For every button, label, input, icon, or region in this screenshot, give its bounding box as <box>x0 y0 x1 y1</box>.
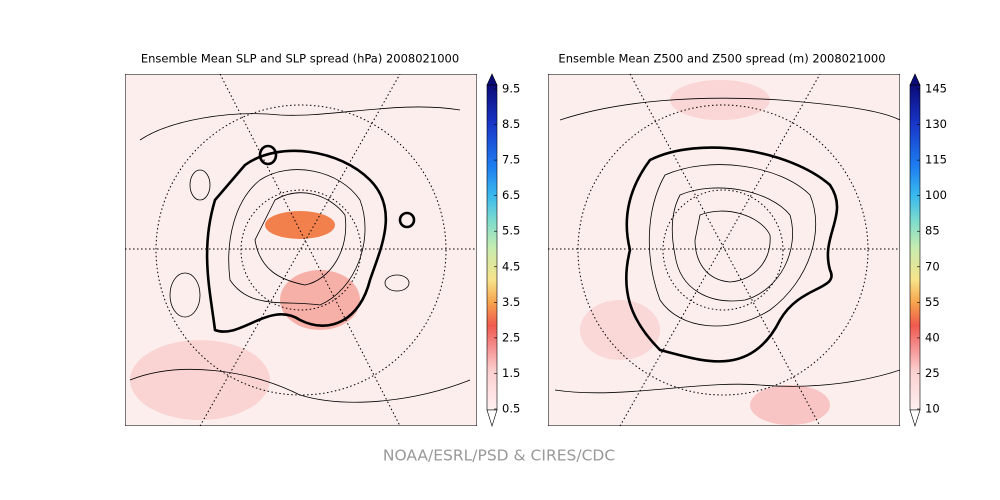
colorbar-tick-label: 55 <box>925 295 940 309</box>
panel-title: Ensemble Mean Z500 and Z500 spread (m) 2… <box>558 52 885 66</box>
colorbar-tick-label: 70 <box>925 259 940 273</box>
colorbar-tick-label: 3.5 <box>502 295 520 309</box>
colorbar-tick-label: 1.5 <box>502 366 520 380</box>
colorbar-tick-label: 9.5 <box>502 82 520 96</box>
colorbar-left <box>486 73 498 428</box>
colorbar-tick-label: 6.5 <box>502 188 520 202</box>
colorbar-tick-label: 25 <box>925 366 940 380</box>
map-right <box>548 74 900 426</box>
colorbar-ticks: 0.5 1.5 2.5 3.5 4.5 5.5 6.5 7.5 8.5 9.5 10 25 40 55 70… <box>494 82 947 416</box>
credit: NOAA/ESRL/PSD & CIRES/CDC <box>383 447 615 465</box>
colorbar-tick-label: 4.5 <box>502 259 520 273</box>
colorbar-tick-label: 85 <box>925 224 940 238</box>
colorbar-tick-label: 40 <box>925 330 940 344</box>
colorbar-right <box>909 73 921 428</box>
colorbar-tick-label: 5.5 <box>502 224 520 238</box>
colorbar-tick-label: 0.5 <box>502 402 520 416</box>
colorbar-tick-label: 100 <box>925 188 947 202</box>
colorbar-tick-label: 10 <box>925 402 940 416</box>
colorbar-tick-label: 130 <box>925 117 947 131</box>
colorbar-tick-label: 8.5 <box>502 117 520 131</box>
colorbar-tick-label: 7.5 <box>502 153 520 167</box>
map-left <box>125 74 477 426</box>
colorbar-tick-label: 145 <box>925 82 947 96</box>
panel-title: Ensemble Mean SLP and SLP spread (hPa) 2… <box>141 52 459 66</box>
colorbar-tick-label: 115 <box>925 153 947 167</box>
colorbar-tick-label: 2.5 <box>502 330 520 344</box>
